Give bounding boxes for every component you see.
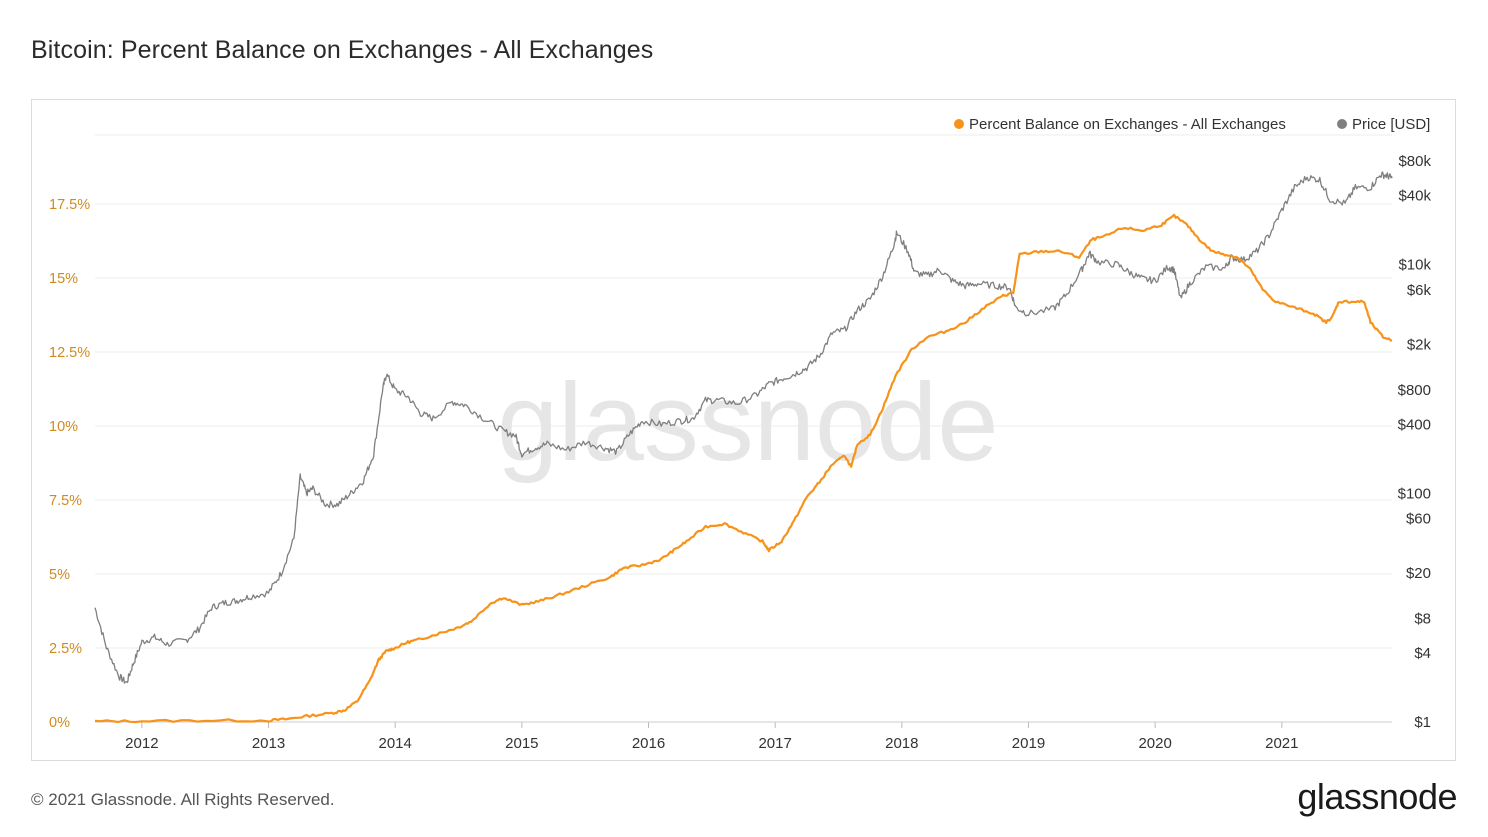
brand-logo: glassnode (1297, 776, 1457, 817)
x-tick-label: 2017 (758, 735, 791, 752)
x-tick-label: 2018 (885, 735, 918, 752)
legend: Percent Balance on Exchanges - All Excha… (954, 116, 1430, 133)
legend-item-price[interactable]: Price [USD] (1337, 116, 1430, 133)
y-left-tick-label: 10% (49, 419, 78, 435)
legend-label: Percent Balance on Exchanges - All Excha… (969, 116, 1286, 133)
x-tick-label: 2012 (125, 735, 158, 752)
y-left-tick-label: 7.5% (49, 493, 82, 509)
chart-container: glassnode 0% 2.5% 5% 7.5% 10% 12.5% 15% 17.5% $… (31, 99, 1456, 761)
left-axis: 0% 2.5% 5% 7.5% 10% 12.5% 15% 17.5% (49, 197, 90, 731)
y-right-tick-label: $6k (1407, 282, 1432, 299)
legend-item-balance[interactable]: Percent Balance on Exchanges - All Excha… (954, 116, 1286, 133)
x-tick-label: 2016 (632, 735, 665, 752)
x-tick-label: 2014 (378, 735, 411, 752)
chart-svg: glassnode 0% 2.5% 5% 7.5% 10% 12.5% 15% 17.5% $… (49, 116, 1432, 752)
y-left-tick-label: 2.5% (49, 641, 82, 657)
y-left-tick-label: 12.5% (49, 345, 90, 361)
x-axis: 2012 2013 2014 2015 2016 2017 2018 2019 2020 2021 (95, 721, 1392, 752)
y-left-tick-label: 5% (49, 567, 70, 583)
y-right-tick-label: $2k (1407, 336, 1432, 353)
y-right-tick-label: $4 (1414, 645, 1431, 662)
y-left-tick-label: 0% (49, 715, 70, 731)
page-title: Bitcoin: Percent Balance on Exchanges - … (31, 36, 654, 64)
series-layer (94, 171, 1393, 724)
y-right-tick-label: $60 (1406, 511, 1431, 528)
x-tick-label: 2019 (1012, 735, 1045, 752)
x-tick-label: 2021 (1265, 735, 1298, 752)
y-right-tick-label: $10k (1398, 257, 1431, 274)
series-line-balance (94, 213, 1393, 724)
y-left-tick-label: 15% (49, 271, 78, 287)
legend-label: Price [USD] (1352, 116, 1430, 133)
y-left-tick-label: 17.5% (49, 197, 90, 213)
y-right-tick-label: $800 (1398, 382, 1431, 399)
x-tick-label: 2020 (1138, 735, 1171, 752)
chart-watermark: glassnode (497, 361, 999, 484)
x-tick-label: 2013 (252, 735, 285, 752)
legend-marker (954, 119, 964, 129)
y-right-tick-label: $80k (1398, 153, 1431, 170)
y-right-tick-label: $100 (1398, 485, 1431, 502)
y-right-tick-label: $400 (1398, 416, 1431, 433)
right-axis: $1 $4 $8 $20 $60 $100 $400 $800 $2k $6k $10k $40k $8… (1398, 153, 1432, 731)
x-tick-label: 2015 (505, 735, 538, 752)
y-right-tick-label: $20 (1406, 565, 1431, 582)
legend-marker (1337, 119, 1347, 129)
series-line-price (94, 171, 1393, 684)
copyright-text: © 2021 Glassnode. All Rights Reserved. (31, 790, 335, 809)
y-right-tick-label: $8 (1414, 611, 1431, 628)
y-right-tick-label: $1 (1414, 714, 1431, 731)
y-right-tick-label: $40k (1398, 188, 1431, 205)
